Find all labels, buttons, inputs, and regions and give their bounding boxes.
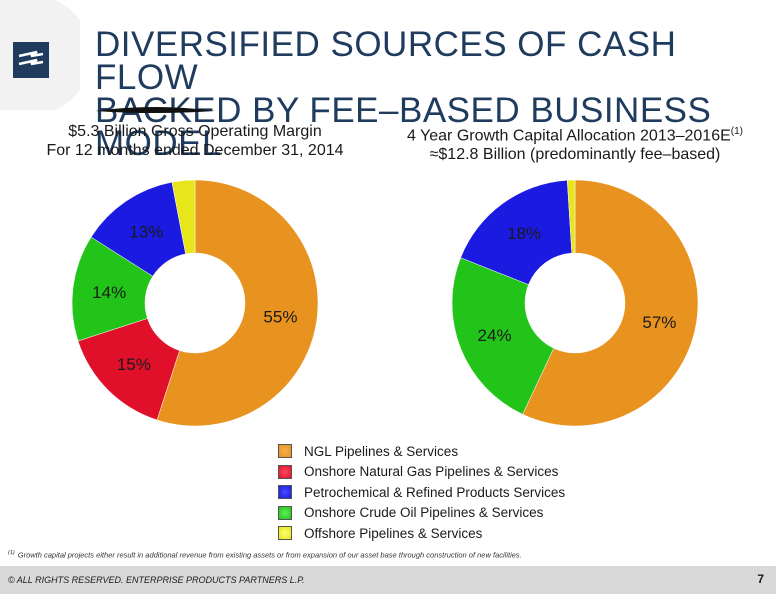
data-label-ngl-pipelines-services: 55% <box>263 308 297 327</box>
data-label-onshore-natural-gas-pipelines-services: 15% <box>117 355 151 374</box>
slice-ngl-pipelines-services <box>522 179 699 427</box>
left-chart-title-line2: For 12 months ended December 31, 2014 <box>46 142 344 159</box>
page-title-line2: BACKED BY FEE–BASED BUSINESS MODEL <box>95 91 712 163</box>
data-label-petrochemical-refined-products-services: 18% <box>507 224 541 243</box>
legend-label: Offshore Pipelines & Services <box>304 525 483 541</box>
legend-swatch <box>278 485 292 500</box>
left-donut-chart: 55%15%14%13%3% <box>71 179 319 427</box>
logo-mark-icon <box>18 50 44 66</box>
data-label-onshore-crude-oil-pipelines-services: 14% <box>92 283 126 302</box>
right-chart-title: 4 Year Growth Capital Allocation 2013–20… <box>385 122 765 164</box>
chart-legend: NGL Pipelines & Services Onshore Natural… <box>278 441 578 544</box>
right-chart-title-footnote-marker: (1) <box>730 126 744 137</box>
data-label-onshore-crude-oil-pipelines-services: 24% <box>478 326 512 345</box>
legend-label: Petrochemical & Refined Products Service… <box>304 484 566 500</box>
legend-item-natural-gas: Onshore Natural Gas Pipelines & Services <box>278 462 578 483</box>
legend-item-petrochemical: Petrochemical & Refined Products Service… <box>278 482 578 503</box>
page-title-line1: DIVERSIFIED SOURCES OF CASH FLOW <box>95 25 677 97</box>
legend-item-offshore: Offshore Pipelines & Services <box>278 523 578 544</box>
page-number: 7 <box>757 572 764 586</box>
legend-label: Onshore Crude Oil Pipelines & Services <box>304 505 544 521</box>
right-chart-title-line1: 4 Year Growth Capital Allocation 2013–20… <box>385 122 765 145</box>
left-chart-title: $5.3 Billion Gross Operating Margin For … <box>30 122 360 160</box>
right-chart-title-text: 4 Year Growth Capital Allocation 2013–20… <box>406 127 731 145</box>
title-underline <box>95 107 215 113</box>
footnote-marker: (1) <box>8 550 15 556</box>
legend-swatch <box>278 526 292 541</box>
footnote-text: Growth capital projects either result in… <box>17 550 522 560</box>
slice-offshore-pipelines-services <box>171 179 196 255</box>
data-label-petrochemical-refined-products-services: 13% <box>129 222 163 241</box>
slice-onshore-crude-oil-pipelines-services <box>451 257 555 415</box>
legend-swatch <box>278 464 292 479</box>
legend-label: Onshore Natural Gas Pipelines & Services <box>304 464 559 480</box>
slice-offshore-pipelines-services <box>567 179 576 254</box>
company-logo <box>13 42 49 78</box>
legend-item-ngl: NGL Pipelines & Services <box>278 441 578 462</box>
page-title: DIVERSIFIED SOURCES OF CASH FLOW BACKED … <box>95 25 765 163</box>
footer-copyright: © ALL RIGHTS RESERVED. ENTERPRISE PRODUC… <box>8 575 305 585</box>
legend-swatch <box>278 444 292 459</box>
right-donut-chart: 57%24%18%1% <box>451 179 699 427</box>
legend-swatch <box>278 505 292 520</box>
data-label-ngl-pipelines-services: 57% <box>642 313 676 332</box>
legend-item-crude-oil: Onshore Crude Oil Pipelines & Services <box>278 503 578 524</box>
legend-label: NGL Pipelines & Services <box>304 443 459 459</box>
footer-bar: © ALL RIGHTS RESERVED. ENTERPRISE PRODUC… <box>0 566 776 594</box>
footnote: (1) Growth capital projects either result… <box>8 550 522 560</box>
right-chart-title-line2: ≈$12.8 Billion (predominantly fee–based) <box>429 146 721 164</box>
slice-onshore-natural-gas-pipelines-services <box>77 318 180 421</box>
slice-petrochemical-refined-products-services <box>460 179 573 285</box>
left-chart-title-line1: $5.3 Billion Gross Operating Margin <box>68 123 322 140</box>
